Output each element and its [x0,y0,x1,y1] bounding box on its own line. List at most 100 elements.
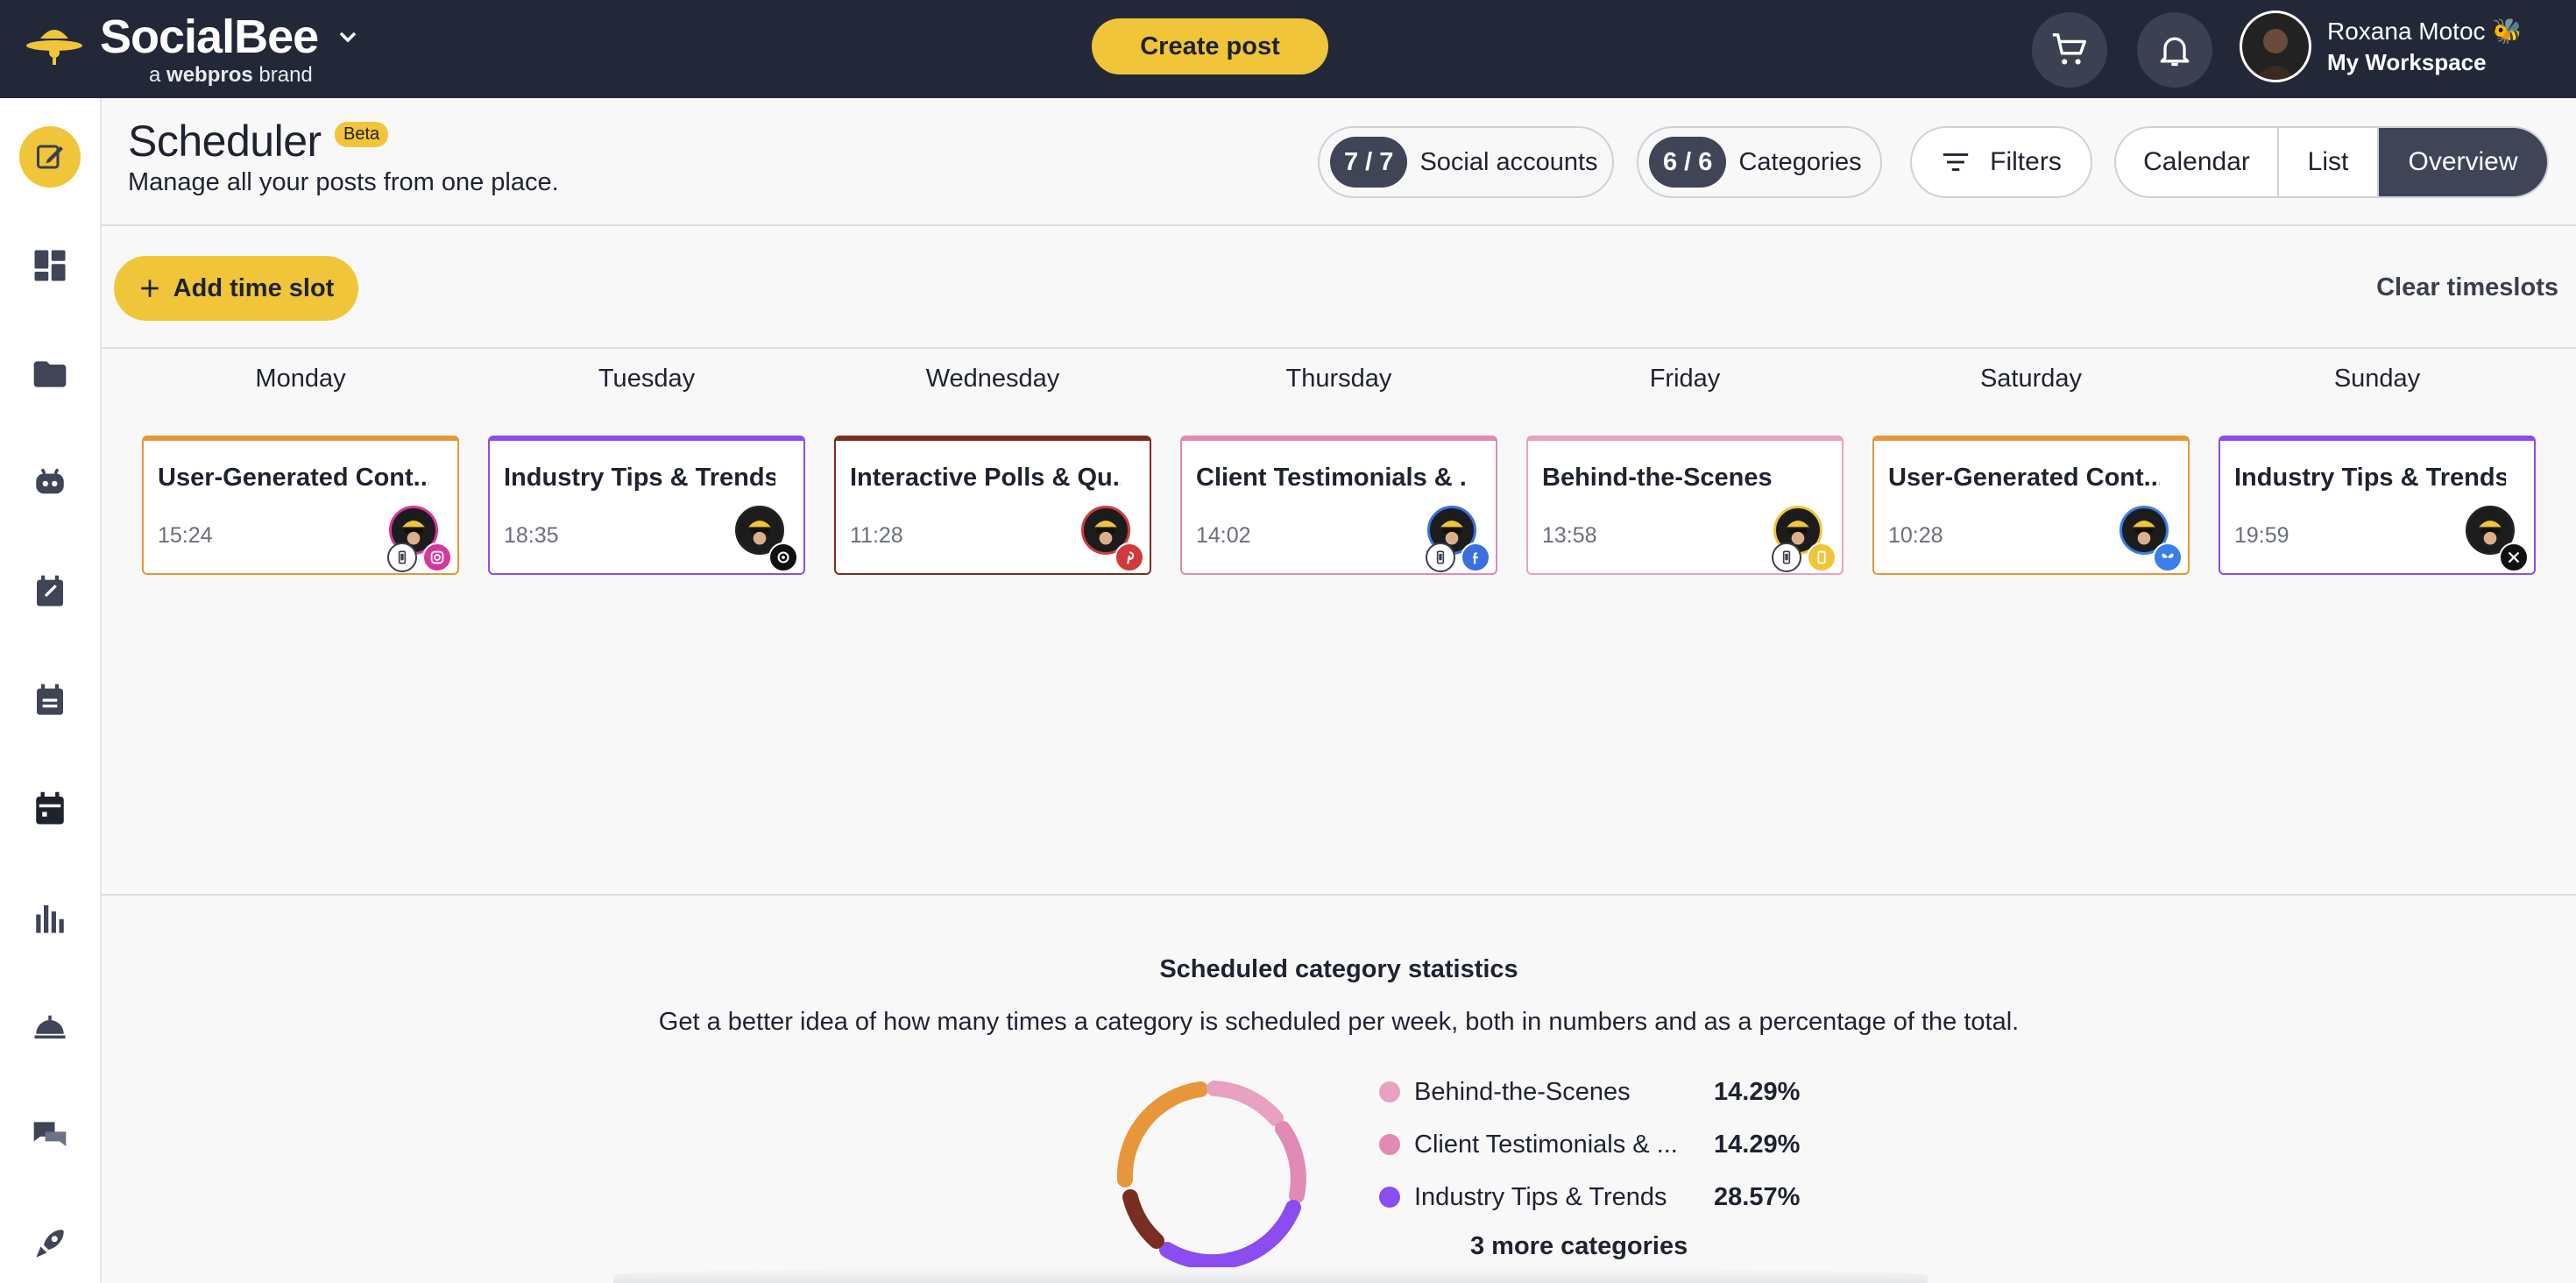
sidebar-item-scheduler[interactable] [19,778,81,840]
brand-name: SocialBee [100,11,319,63]
category-donut-chart [1116,1081,1306,1271]
legend-dot [1379,1081,1400,1102]
sidebar-item-inbox[interactable] [19,1104,81,1166]
scheduler-icon [36,791,64,825]
cart-button[interactable] [2032,12,2107,88]
timeslot-card[interactable]: Industry Tips & Trends 18:35 [488,436,805,575]
threads-icon [768,542,798,572]
timeslot-card[interactable]: Interactive Polls & Qu... 11:28 [834,436,1151,575]
day-header-thursday: Thursday [1285,365,1392,393]
social-accounts-filter[interactable]: 7 / 7 Social accounts [1318,126,1614,198]
pinterest-icon [1115,542,1144,572]
account-avatar [2120,506,2169,555]
legend-percent: 14.29% [1714,1130,1801,1159]
bottom-shadow [613,1267,1928,1283]
filters-label: Filters [1990,147,2062,176]
stats-title: Scheduled category statistics [1159,955,1518,983]
sidebar-item-content-library[interactable] [19,344,81,405]
add-time-slot-button[interactable]: Add time slot [114,256,358,321]
tab-list[interactable]: List [2279,128,2379,196]
tab-overview[interactable]: Overview [2379,128,2547,196]
avatar [2240,11,2311,82]
bee-mascot-icon [2472,512,2509,549]
view-switcher: Calendar List Overview [2114,126,2549,198]
legend-item-client-testimonials: Client Testimonials & ... 14.29% [1379,1127,1800,1162]
day-header-sunday: Sunday [2333,365,2421,393]
weekly-timeslots [102,347,2576,896]
mobile-icon [1426,542,1455,572]
timeslot-card[interactable]: Behind-the-Scenes 13:58 [1526,436,1844,575]
timeslot-card[interactable]: User-Generated Cont... 15:24 [142,436,459,575]
folder-icon [33,361,67,387]
donut-segment-testimonials [1275,1121,1306,1203]
cart-icon [2052,33,2086,65]
legend-dot [1379,1134,1400,1155]
tagline-prefix: a [149,63,161,87]
timeslot-card[interactable]: Client Testimonials & ... 14:02 [1180,436,1497,575]
timeslot-card[interactable]: User-Generated Cont... 10:28 [1872,436,2190,575]
timeslot-category: Industry Tips & Trends [2234,464,2506,492]
social-accounts-label: Social accounts [1419,147,1598,176]
timeslot-time: 13:58 [1542,523,1597,548]
timeslot-time: 15:24 [158,523,213,548]
dashboard-icon [34,250,66,281]
donut-segment-ugc [1116,1081,1208,1187]
tagline-suffix: brand [258,63,313,87]
user-name: Roxana Motoc 🐝 [2327,18,2523,45]
timeslot-category: User-Generated Cont... [1888,464,2160,492]
bee-mascot-icon [1780,512,1816,549]
timeslot-time: 11:28 [850,523,903,548]
workspace-name: My Workspace [2327,49,2487,75]
categories-filter[interactable]: 6 / 6 Categories [1637,126,1882,198]
legend-dot [1379,1187,1400,1208]
create-post-button[interactable]: Create post [1092,18,1328,74]
instagram-icon [422,542,452,572]
timeslot-time: 19:59 [2234,523,2289,548]
top-bar: SocialBee a webpros brand Create post Ro… [0,0,2576,98]
legend-item-industry-tips: Industry Tips & Trends 28.57% [1379,1180,1800,1215]
account-avatar [2466,506,2515,555]
sidebar-item-planner[interactable] [19,561,81,622]
clear-timeslots-button[interactable]: Clear timeslots [2376,273,2558,301]
sidebar-item-concierge[interactable] [19,996,81,1057]
tab-calendar[interactable]: Calendar [2116,128,2279,196]
concierge-icon [34,1015,66,1038]
timeslot-category: Interactive Polls & Qu... [850,464,1122,492]
stats-description: Get a better idea of how many times a ca… [658,1008,2020,1036]
sidebar-item-ai-copilot[interactable] [19,452,81,514]
timeslot-category: Industry Tips & Trends [504,464,775,492]
day-header-tuesday: Tuesday [598,365,696,393]
user-menu[interactable]: Roxana Motoc 🐝 My Workspace [2240,11,2523,82]
page-header: Scheduler Beta Manage all your posts fro… [102,98,2576,226]
calendar-add-icon [37,575,63,606]
bee-mascot-icon [1087,512,1124,549]
sidebar-item-compose[interactable] [19,126,81,188]
sidebar-item-dashboard[interactable] [19,235,81,296]
brand-logo[interactable]: SocialBee a webpros brand [25,12,358,88]
legend-label: Behind-the-Scenes [1414,1077,1631,1106]
chevron-down-icon[interactable] [337,26,358,47]
sidebar-item-growth[interactable] [19,1213,81,1274]
donut-segment-bts [1207,1081,1284,1126]
bookmark-icon [1807,542,1836,572]
filters-button[interactable]: Filters [1910,126,2092,198]
compose-icon [37,145,63,169]
sidebar-item-posts[interactable] [19,670,81,731]
more-categories-link[interactable]: 3 more categories [1470,1232,1688,1260]
add-time-slot-label: Add time slot [173,273,335,302]
legend-percent: 28.57% [1714,1182,1801,1211]
tagline-company: webpros [166,63,253,87]
account-avatar [1081,506,1130,555]
mobile-icon [1772,542,1801,572]
timeslot-time: 14:02 [1196,523,1251,548]
timeslot-card[interactable]: Industry Tips & Trends 19:59 [2219,436,2536,575]
day-header-friday: Friday [1649,365,1721,393]
categories-count: 6 / 6 [1649,137,1727,188]
x-icon [2499,542,2529,572]
page-subtitle: Manage all your posts from one place. [128,168,559,196]
calendar-list-icon [37,684,63,715]
filter-icon [1943,153,1969,171]
sidebar-item-analytics[interactable] [19,887,81,948]
notifications-button[interactable] [2137,12,2212,88]
rocket-icon [36,1230,64,1258]
